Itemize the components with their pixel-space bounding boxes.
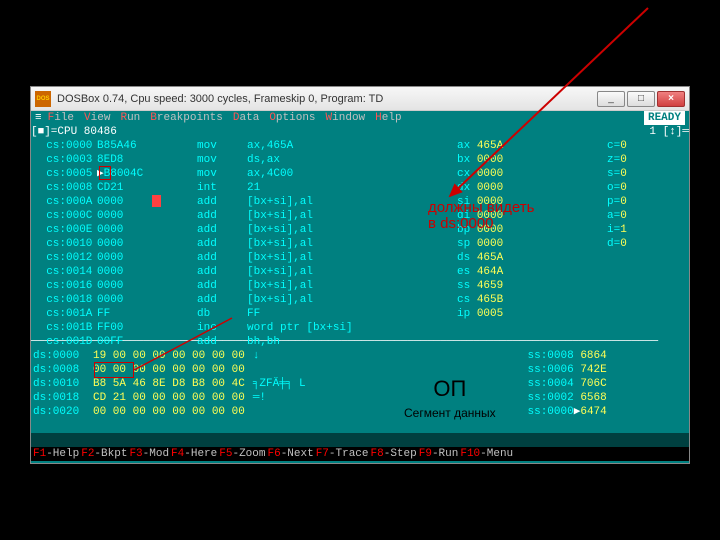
reg-dx[interactable]: dx 0000 [457,181,601,195]
asm-row[interactable]: cs:00120000 add[bx+si],al [33,251,451,265]
reg-sp[interactable]: sp 0000 [457,237,601,251]
asm-row[interactable]: cs:001AFF dbFF [33,307,451,321]
menu-icon[interactable]: ≡ [35,111,42,125]
cpu-label: [■]=CPU 80486 [31,125,117,139]
stack-row[interactable]: ss:0002 6568 [528,391,690,405]
fnkey-f6[interactable]: F6-Next [267,447,313,461]
fnkey-f10[interactable]: F10-Menu [460,447,513,461]
fnkey-f5[interactable]: F5-Zoom [219,447,265,461]
stack-row[interactable]: ss:0000▶6474 [528,405,690,419]
menu-window[interactable]: Window [326,112,366,124]
dump-row[interactable]: ds:0000 19 00 00 00 00 00 00 00↓ [33,349,520,363]
reg-cx[interactable]: cx 0000 [457,167,601,181]
asm-row[interactable]: cs:001BFF00 incword ptr [bx+si] [33,321,451,335]
reg-ip[interactable]: ip 0005 [457,307,601,321]
annotation-line2: в ds:0000 [428,215,494,232]
annotation-op-title: ОП [404,376,496,402]
flag-d[interactable]: d=0 [607,237,671,251]
menu-breakpoints[interactable]: Breakpoints [150,112,223,124]
menu-options[interactable]: Options [269,112,315,124]
fnkey-f4[interactable]: F4-Here [171,447,217,461]
fnkey-f1[interactable]: F1-Help [33,447,79,461]
flags-pane[interactable]: c=0z=0s=0o=0p=0a=0i=1d=0 [601,139,671,335]
dump-row[interactable]: ds:0008 00 00 00 00 00 00 00 00 [33,363,520,377]
asm-row[interactable]: cs:001D00FF addbh,bh [33,335,451,349]
menu-view[interactable]: View [84,112,110,124]
reg-bx[interactable]: bx 0000 [457,153,601,167]
stack-row[interactable]: ss:0004 706C [528,377,690,391]
menu-data[interactable]: Data [233,112,259,124]
disassembly-pane[interactable]: cs:0000B85A46 movax,465A cs:00038ED8 mov… [31,139,451,335]
asm-row[interactable]: cs:0000B85A46 movax,465A [33,139,451,153]
asm-row[interactable]: cs:0005▶B8004Cmovax,4C00 [33,167,451,181]
menu-run[interactable]: Run [120,112,140,124]
dosbox-window: DOS DOSBox 0.74, Cpu speed: 3000 cycles,… [30,86,690,464]
menu-bar[interactable]: ≡ File View Run Breakpoints Data Options Windo… [31,111,689,125]
fnkey-f7[interactable]: F7-Trace [316,447,369,461]
spacer-line [31,433,689,447]
annotation-line1: должны видеть [428,199,534,216]
minimize-button[interactable]: _ [597,91,625,107]
asm-row[interactable]: cs:00180000 add[bx+si],al [33,293,451,307]
asm-row[interactable]: cs:000E0000 add[bx+si],al [33,223,451,237]
menu-help[interactable]: Help [375,112,401,124]
cpu-right: 1 [↕]═ [649,125,689,139]
reg-ax[interactable]: ax 465A [457,139,601,153]
flag-c[interactable]: c=0 [607,139,671,153]
title-bar[interactable]: DOS DOSBox 0.74, Cpu speed: 3000 cycles,… [31,87,689,111]
asm-row[interactable]: cs:00100000 add[bx+si],al [33,237,451,251]
asm-row[interactable]: cs:0008CD21 int21 [33,181,451,195]
asm-row[interactable]: cs:000C0000 add[bx+si],al [33,209,451,223]
annotation-text: должны видеть в ds:0000 [428,200,534,232]
asm-row[interactable]: cs:000A0000 add[bx+si],al [33,195,451,209]
reg-es[interactable]: es 464A [457,265,601,279]
asm-row[interactable]: cs:00160000 add[bx+si],al [33,279,451,293]
stack-row[interactable]: ss:0006 742E [528,363,690,377]
menu-file[interactable]: File [48,112,74,124]
upper-panes: cs:0000B85A46 movax,465A cs:00038ED8 mov… [31,139,689,335]
flag-a[interactable]: a=0 [607,209,671,223]
close-button[interactable]: × [657,91,685,107]
dos-screen: ≡ File View Run Breakpoints Data Options Windo… [31,111,689,463]
asm-row[interactable]: cs:00038ED8 movds,ax [33,153,451,167]
status-ready: READY [644,111,685,125]
asm-row[interactable]: cs:00140000 add[bx+si],al [33,265,451,279]
fnkey-f2[interactable]: F2-Bkpt [81,447,127,461]
flag-z[interactable]: z=0 [607,153,671,167]
cpu-header: [■]=CPU 80486 1 [↕]═ [31,125,689,139]
registers-pane[interactable]: ax 465Abx 0000cx 0000dx 0000si 0000di 00… [451,139,601,335]
fnkey-f3[interactable]: F3-Mod [129,447,169,461]
function-key-bar[interactable]: F1-Help F2-Bkpt F3-Mod F4-Here F5-Zoom F… [31,447,689,461]
reg-ss[interactable]: ss 4659 [457,279,601,293]
dosbox-icon: DOS [35,91,51,107]
fnkey-f9[interactable]: F9-Run [419,447,459,461]
annotation-op: ОП Сегмент данных [404,376,496,420]
window-buttons: _ □ × [597,91,685,107]
annotation-op-sub: Сегмент данных [404,406,496,420]
maximize-button[interactable]: □ [627,91,655,107]
lower-panes: ds:0000 19 00 00 00 00 00 00 00↓ds:0008 … [31,349,689,433]
flag-i[interactable]: i=1 [607,223,671,237]
fnkey-f8[interactable]: F8-Step [371,447,417,461]
flag-p[interactable]: p=0 [607,195,671,209]
reg-cs[interactable]: cs 465B [457,293,601,307]
flag-s[interactable]: s=0 [607,167,671,181]
window-title: DOSBox 0.74, Cpu speed: 3000 cycles, Fra… [57,93,597,105]
flag-o[interactable]: o=0 [607,181,671,195]
stack-row[interactable]: ss:0008 6864 [528,349,690,363]
stack-pane[interactable]: ss:0008 6864ss:0006 742Ess:0004 706Css:0… [520,349,690,433]
reg-ds[interactable]: ds 465A [457,251,601,265]
